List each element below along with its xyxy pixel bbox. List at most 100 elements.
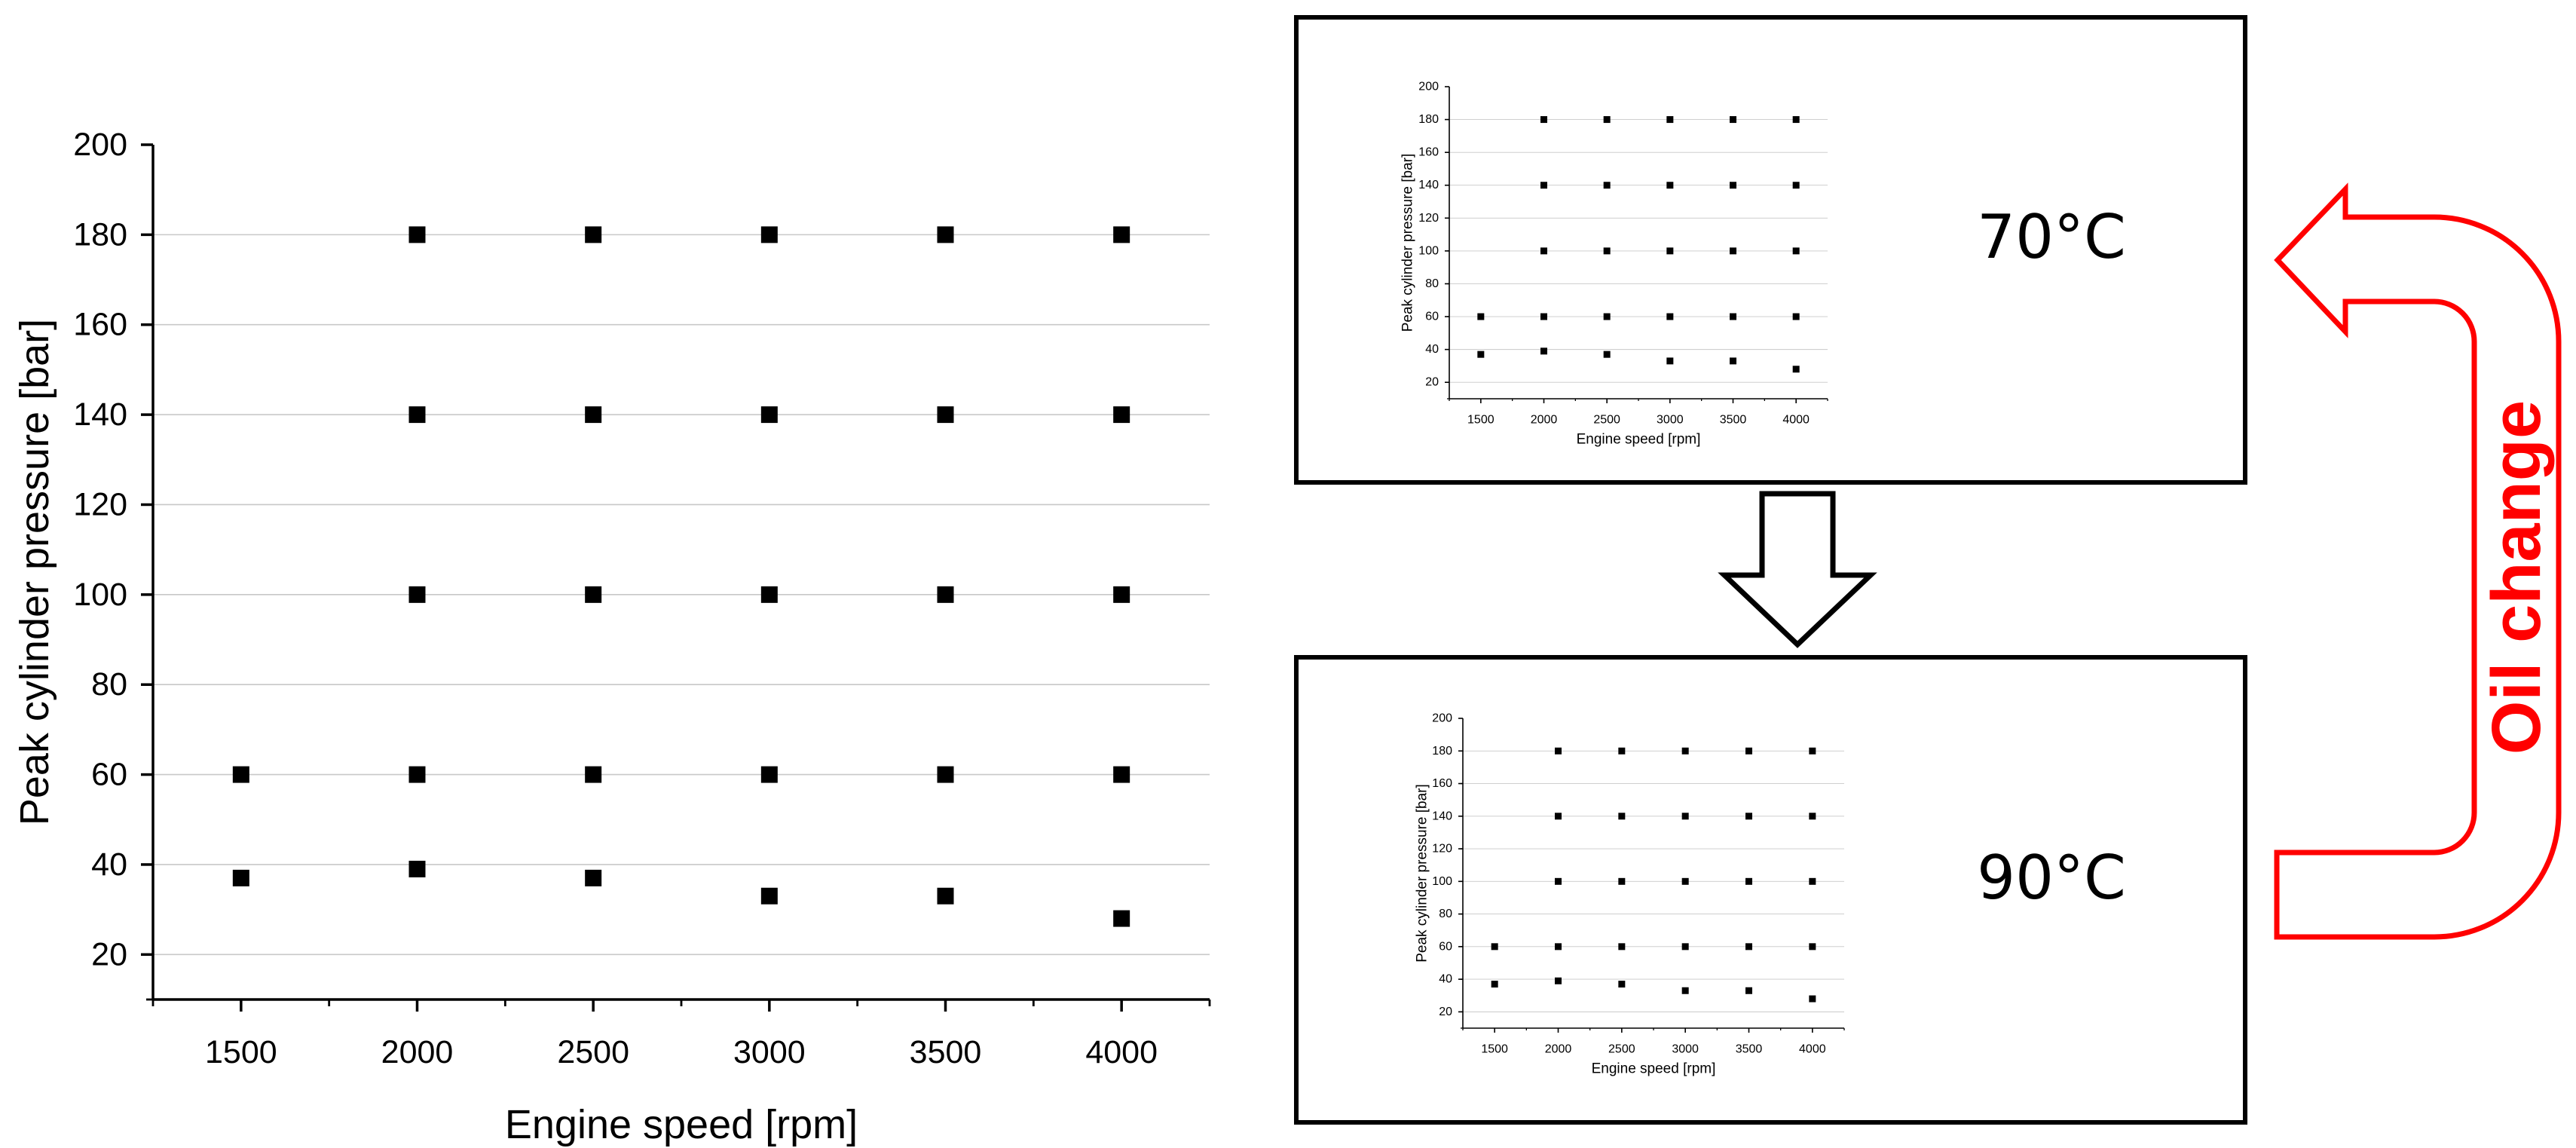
main-chart: 20 40 60 80 100 120 140 160 180 200 1500 2000 2500 30… <box>12 127 1211 1147</box>
data-point <box>585 869 602 886</box>
oil-change-return-arrow-icon <box>2274 182 2562 940</box>
x-tick-label: 4000 <box>1085 1034 1158 1070</box>
data-point <box>1540 116 1547 124</box>
data-point <box>1540 247 1547 255</box>
x-tick-label: 3000 <box>733 1034 806 1070</box>
data-point <box>232 869 249 886</box>
top-panel-temperature: 70°C <box>1977 202 2126 272</box>
x-tick-label: 3500 <box>910 1034 982 1070</box>
data-point <box>1603 116 1611 124</box>
y-tick-label: 140 <box>1418 179 1439 191</box>
data-point <box>1730 247 1736 255</box>
data-point <box>1792 313 1800 320</box>
data-point <box>1113 910 1130 927</box>
y-tick-label: 80 <box>91 666 127 703</box>
y-tick-label: 180 <box>73 216 127 253</box>
x-tick-label: 2000 <box>381 1034 454 1070</box>
data-point <box>408 226 426 243</box>
data-point <box>1618 747 1626 755</box>
y-tick-label: 140 <box>73 396 127 433</box>
data-point <box>1745 987 1752 994</box>
y-tick-label: 40 <box>1425 343 1439 356</box>
oil-change-label: Oil change <box>2478 400 2555 755</box>
data-point <box>1666 182 1674 189</box>
y-tick-label: 60 <box>1439 940 1452 953</box>
x-axis-label: Engine speed [rpm] <box>1592 1061 1716 1077</box>
data-point <box>1618 813 1626 820</box>
data-point <box>585 586 602 603</box>
y-tick-label: 80 <box>1425 277 1439 290</box>
bottom-panel-frame <box>1294 655 2247 1125</box>
x-tick-label: 1500 <box>205 1034 277 1070</box>
data-point <box>1809 747 1816 755</box>
data-point <box>1730 357 1736 365</box>
x-axis-label: Engine speed [rpm] <box>1577 432 1701 448</box>
data-point <box>1792 182 1800 189</box>
y-axis-label: Peak cylinder pressure [bar] <box>12 319 57 825</box>
x-tick-label: 4000 <box>1782 414 1810 427</box>
data-point <box>1603 182 1611 189</box>
data-point <box>1745 747 1752 755</box>
data-point <box>1555 877 1562 885</box>
y-tick-label: 200 <box>1432 712 1452 725</box>
data-point <box>1681 877 1689 885</box>
data-point <box>1666 357 1674 365</box>
data-point <box>1491 981 1498 988</box>
y-tick-label: 200 <box>73 127 127 163</box>
x-axis-label: Engine speed [rpm] <box>505 1102 858 1147</box>
data-point <box>1809 995 1816 1003</box>
y-tick-label: 20 <box>91 936 127 972</box>
data-point <box>937 766 954 783</box>
data-point <box>1618 877 1626 885</box>
x-tick-label: 3500 <box>1736 1043 1763 1056</box>
data-point <box>1603 351 1611 358</box>
data-point <box>1745 877 1752 885</box>
data-point <box>760 887 778 905</box>
bottom-panel-temperature: 90°C <box>1977 843 2126 913</box>
data-point <box>1603 313 1611 320</box>
data-point <box>937 887 954 905</box>
x-tick-label: 4000 <box>1799 1043 1826 1056</box>
y-tick-label: 60 <box>1425 311 1439 323</box>
data-point <box>1745 943 1752 951</box>
y-axis-label: Peak cylinder pressure [bar] <box>1415 784 1430 963</box>
y-tick-label: 120 <box>73 486 127 522</box>
data-point <box>1745 813 1752 820</box>
y-tick-label: 100 <box>73 577 127 613</box>
data-point <box>585 766 602 783</box>
x-tick-label: 3000 <box>1657 414 1684 427</box>
data-point <box>760 766 778 783</box>
y-tick-label: 40 <box>1439 973 1452 986</box>
y-tick-label: 140 <box>1432 810 1452 822</box>
data-point <box>232 766 249 783</box>
data-point <box>1477 313 1485 320</box>
x-tick-label: 3000 <box>1672 1043 1699 1056</box>
y-tick-label: 180 <box>1432 745 1452 758</box>
data-point <box>760 406 778 424</box>
y-tick-label: 20 <box>1425 376 1439 389</box>
y-tick-label: 120 <box>1418 212 1439 225</box>
x-tick-label: 2500 <box>557 1034 629 1070</box>
data-point <box>1681 943 1689 951</box>
data-point <box>937 406 954 424</box>
data-point <box>760 586 778 603</box>
y-tick-label: 180 <box>1418 113 1439 126</box>
y-axis-label: Peak cylinder pressure [bar] <box>1400 154 1416 332</box>
data-point <box>1666 313 1674 320</box>
data-point <box>1555 943 1562 951</box>
data-point <box>1113 226 1130 243</box>
y-tick-label: 80 <box>1439 908 1452 920</box>
data-point <box>585 226 602 243</box>
data-point <box>1540 347 1547 355</box>
data-point <box>1618 981 1626 988</box>
y-tick-label: 160 <box>1418 146 1439 159</box>
data-point <box>1730 116 1736 124</box>
x-tick-label: 2500 <box>1593 414 1620 427</box>
data-point <box>1555 977 1562 984</box>
y-tick-label: 20 <box>1439 1006 1452 1018</box>
data-point <box>1113 766 1130 783</box>
data-point <box>937 226 954 243</box>
data-point <box>1792 247 1800 255</box>
data-point <box>937 586 954 603</box>
